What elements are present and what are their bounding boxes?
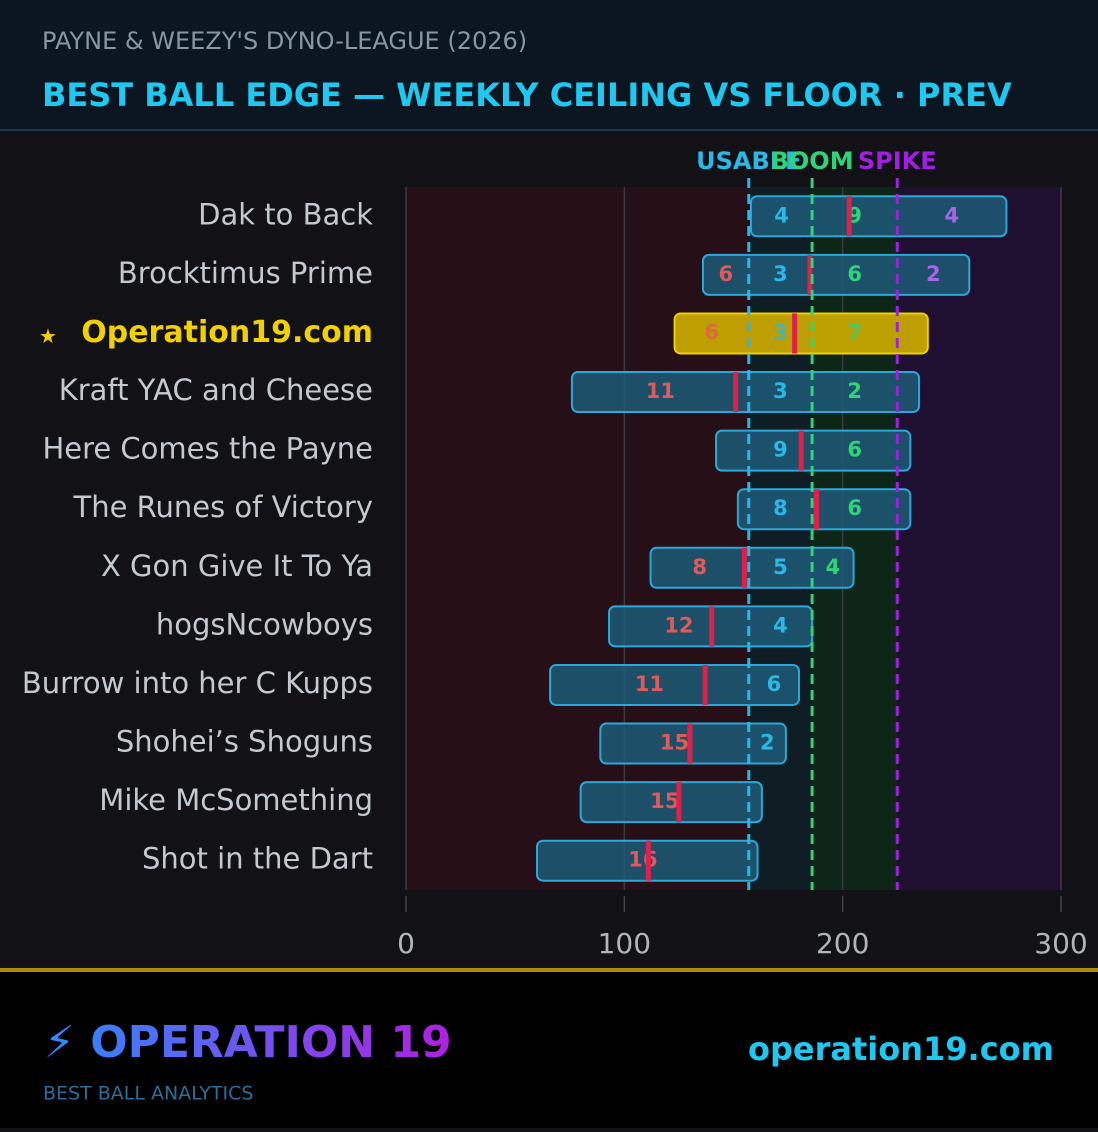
week-count: 2: [926, 262, 941, 286]
team-label: Operation19.com: [81, 315, 373, 350]
week-count: 8: [692, 555, 707, 579]
week-count: 16: [628, 848, 657, 872]
week-count: 2: [847, 379, 862, 403]
url: operation19.com: [748, 1030, 1054, 1068]
team-label: hogsNcowboys: [156, 607, 373, 641]
week-count: 3: [773, 262, 788, 286]
range-bar: [570, 371, 921, 414]
week-count: 8: [773, 496, 788, 520]
zone: [897, 187, 1061, 890]
week-count: 6: [767, 672, 782, 696]
zone: [406, 187, 749, 890]
range-bar: [549, 663, 800, 706]
week-count: 4: [826, 555, 841, 579]
week-count: 6: [847, 262, 862, 286]
range-bar: [649, 546, 855, 589]
team-label: Brocktimus Prime: [118, 256, 373, 290]
team-label: Mike McSomething: [99, 783, 373, 817]
range-bar: [749, 195, 1008, 238]
team-label: Shohei’s Shoguns: [116, 725, 373, 759]
range-bar: [579, 781, 763, 824]
week-count: 6: [704, 320, 719, 344]
team-label: Shot in the Dart: [142, 842, 373, 876]
x-tick-label: 0: [397, 927, 415, 960]
highlight-star: ★: [39, 324, 57, 348]
range-bar: [701, 253, 971, 296]
week-count: 4: [773, 613, 788, 637]
week-count: 11: [646, 379, 675, 403]
week-count: 6: [847, 438, 862, 462]
zone: [748, 187, 813, 890]
plot: 0 100 200 300 Dak to Back 4 9 4 Brocktimus Prime…: [22, 147, 1088, 960]
range-bar: [673, 312, 929, 355]
week-count: 4: [774, 203, 789, 227]
week-count: 3: [773, 379, 788, 403]
week-count: 12: [664, 613, 693, 637]
week-count: 15: [650, 789, 679, 813]
range-bar: [736, 488, 912, 531]
threshold-label: BOOM: [771, 147, 854, 175]
week-count: 6: [719, 262, 734, 286]
header-bg: [0, 0, 1098, 130]
team-label: Kraft YAC and Cheese: [59, 373, 373, 407]
week-count: 5: [773, 555, 788, 579]
chart-title: BEST BALL EDGE — WEEKLY CEILING VS FLOOR…: [42, 76, 1012, 114]
zone: [812, 187, 898, 890]
threshold-label: USABLE: [696, 147, 801, 175]
brand: ⚡ OPERATION 19: [44, 1017, 452, 1068]
footer-bg: [0, 970, 1098, 1128]
range-bar: [599, 722, 787, 765]
team-label: X Gon Give It To Ya: [101, 549, 373, 583]
week-count: 4: [945, 203, 960, 227]
week-count: 2: [760, 731, 775, 755]
team-label: Dak to Back: [198, 197, 373, 231]
x-tick-label: 100: [598, 927, 651, 960]
team-label: Here Comes the Payne: [42, 432, 373, 466]
x-tick-label: 200: [816, 927, 869, 960]
week-count: 7: [847, 320, 862, 344]
week-count: 6: [847, 496, 862, 520]
tagline: BEST BALL ANALYTICS: [43, 1083, 253, 1105]
league-name: PAYNE & WEEZY'S DYNO-LEAGUE (2026): [42, 27, 527, 55]
week-count: 15: [660, 731, 689, 755]
week-count: 3: [773, 320, 788, 344]
team-label: The Runes of Victory: [72, 490, 373, 524]
week-count: 9: [773, 438, 788, 462]
week-count: 11: [635, 672, 664, 696]
threshold-label: SPIKE: [858, 147, 937, 175]
x-tick-label: 300: [1034, 927, 1087, 960]
team-label: Burrow into her C Kupps: [22, 666, 373, 700]
